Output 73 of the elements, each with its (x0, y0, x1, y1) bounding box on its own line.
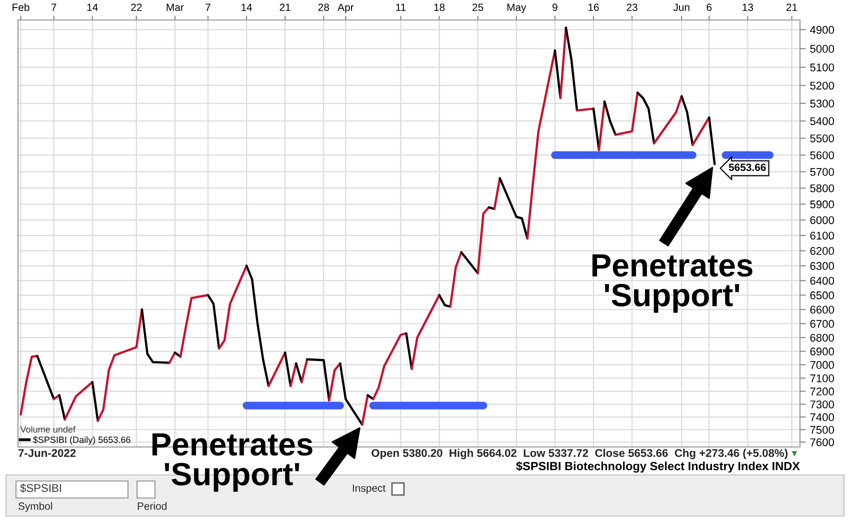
x-tick-label: 28 (318, 4, 329, 11)
x-tick-label: May (507, 4, 526, 14)
y-tick-label: 7500 (810, 426, 834, 434)
y-tick-label: 7300 (810, 400, 834, 408)
line-series (64, 380, 94, 421)
x-tick-label: Feb (12, 3, 30, 11)
y-tick-label: 5800 (810, 184, 834, 192)
y-tick-label: 5600 (810, 151, 834, 160)
y-tick-label: 6100 (810, 232, 834, 240)
text: ▼ (792, 451, 798, 456)
x-tick-label: Mar (166, 4, 184, 11)
y-tick-label: 7100 (810, 374, 834, 382)
x-tick-label: 6 (706, 4, 712, 11)
y-tick-label: 7400 (810, 413, 834, 422)
text: $SPSIBI Biotechnology Select Industry Index INDX (516, 461, 800, 473)
annotation: Penetrates 'Support' (592, 254, 752, 313)
y-tick-label: 5400 (810, 117, 834, 126)
line-series (218, 264, 248, 350)
text: Symbol (18, 502, 52, 512)
y-tick-label: 5300 (810, 100, 834, 108)
x-tick-label: 25 (472, 4, 484, 11)
y-tick-label: 5500 (810, 134, 834, 142)
y-tick-label: 7000 (810, 361, 834, 369)
y-tick-label: 6200 (810, 247, 834, 255)
annotation: Penetrates 'Support' (152, 433, 312, 492)
text: Period (138, 502, 166, 510)
x-tick-label: 18 (434, 4, 445, 11)
x-tick-label: 11 (396, 4, 406, 11)
data-label: 5653.66 (728, 164, 766, 172)
line-series (526, 49, 556, 240)
x-tick-label: 21 (280, 4, 290, 11)
x-tick-label: 13 (742, 4, 754, 11)
x-tick-label: 16 (588, 4, 599, 11)
x-tick-label: 9 (552, 4, 558, 11)
text: Open 5380.20 High 5664.02 Low 5337.72 Close 5653.66 Chg +273.46 (+5.08%) (372, 448, 788, 460)
legend-title: Volume undef (20, 426, 76, 433)
x-tick-label: Apr (338, 4, 354, 14)
legend-label: $SPSIBI (Daily) 5653.66 (32, 436, 130, 445)
text: 7-Jun-2022 (18, 449, 76, 457)
x-tick-label: 22 (131, 4, 142, 11)
y-tick-label: 6400 (810, 276, 834, 285)
y-tick-label: 6300 (810, 262, 834, 270)
y-tick-label: 5200 (810, 82, 834, 90)
line-series (179, 294, 210, 358)
y-tick-label: 4900 (810, 26, 834, 34)
y-tick-label: 6000 (810, 216, 834, 224)
x-tick-label: 23 (626, 4, 638, 11)
x-tick-label: 14 (242, 4, 252, 11)
x-tick-label: 14 (87, 4, 98, 11)
x-tick-label: 7 (51, 4, 56, 11)
line-series (20, 354, 38, 416)
y-tick-label: 6800 (810, 334, 834, 342)
y-tick-label: 6700 (810, 320, 834, 328)
line-series (140, 308, 171, 364)
y-tick-label: 7200 (810, 388, 834, 396)
line-series (498, 177, 529, 240)
y-tick-label: 5000 (810, 44, 834, 53)
line-series (372, 332, 408, 400)
x-tick-label: 21 (786, 4, 798, 11)
text: Inspect (352, 484, 386, 494)
line-series (96, 308, 144, 422)
y-tick-label: 5700 (810, 168, 834, 176)
x-tick-label: Jun (673, 4, 690, 11)
y-tick-label: 7600 (810, 438, 834, 446)
text: $SPSIBI (20, 484, 61, 493)
y-tick-label: 5900 (810, 200, 834, 208)
y-tick-label: 6900 (810, 348, 834, 356)
y-tick-label: 5100 (810, 63, 834, 72)
y-tick-label: 6600 (810, 306, 834, 314)
y-tick-label: 6500 (810, 291, 834, 300)
line-series (636, 92, 656, 144)
line-series (245, 264, 270, 388)
x-tick-label: 7 (206, 4, 210, 11)
